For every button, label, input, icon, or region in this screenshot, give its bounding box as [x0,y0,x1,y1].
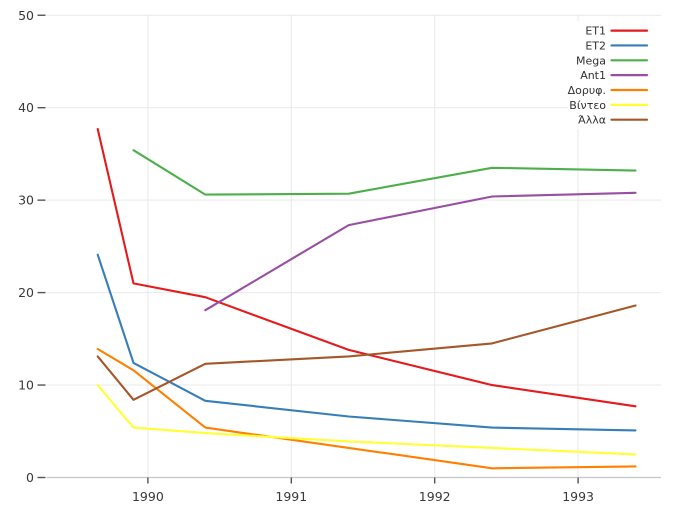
y-tick-label: 50 [18,8,34,23]
legend-label: ET2 [585,39,606,52]
legend-item-Βίντεο: Βίντεο [569,99,649,112]
legend-label: ET1 [585,25,606,38]
series-line-ET1 [96,127,637,408]
legend-label: Δορυφ. [568,84,606,97]
y-tick-label: 0 [26,470,34,485]
y-tick-label: 10 [18,378,34,393]
legend-item-ET2: ET2 [585,39,649,52]
legend-item-Δορυφ.: Δορυφ. [568,84,649,97]
y-tick-label: 20 [18,285,34,300]
series-line-Ant1 [204,191,637,312]
y-tick-label: 30 [18,193,34,208]
series-line-ET2 [96,253,637,432]
series-lines [96,127,637,470]
x-tick-label: 1990 [132,489,164,504]
legend-label: Mega [576,54,606,67]
legend-label: Άλλα [578,114,606,127]
legend-label: Βίντεο [569,99,606,112]
series-line-Βίντεο [96,384,637,456]
x-axis: 1990 1991 1992 1993 [132,477,594,504]
legend-label: Ant1 [580,69,606,82]
x-tick-label: 1991 [275,489,307,504]
legend-item-Mega: Mega [576,54,649,67]
series-line-Mega [132,149,637,196]
legend-item-ET1: ET1 [585,25,649,38]
y-tick-label: 40 [18,100,34,115]
series-line-Άλλα [96,304,637,401]
x-tick-label: 1992 [419,489,451,504]
grid [46,14,661,478]
x-tick-label: 1993 [562,489,594,504]
legend-item-Ant1: Ant1 [580,69,649,82]
legend-item-Άλλα: Άλλα [578,114,649,127]
y-axis: 0 10 20 30 40 50 [18,8,46,485]
